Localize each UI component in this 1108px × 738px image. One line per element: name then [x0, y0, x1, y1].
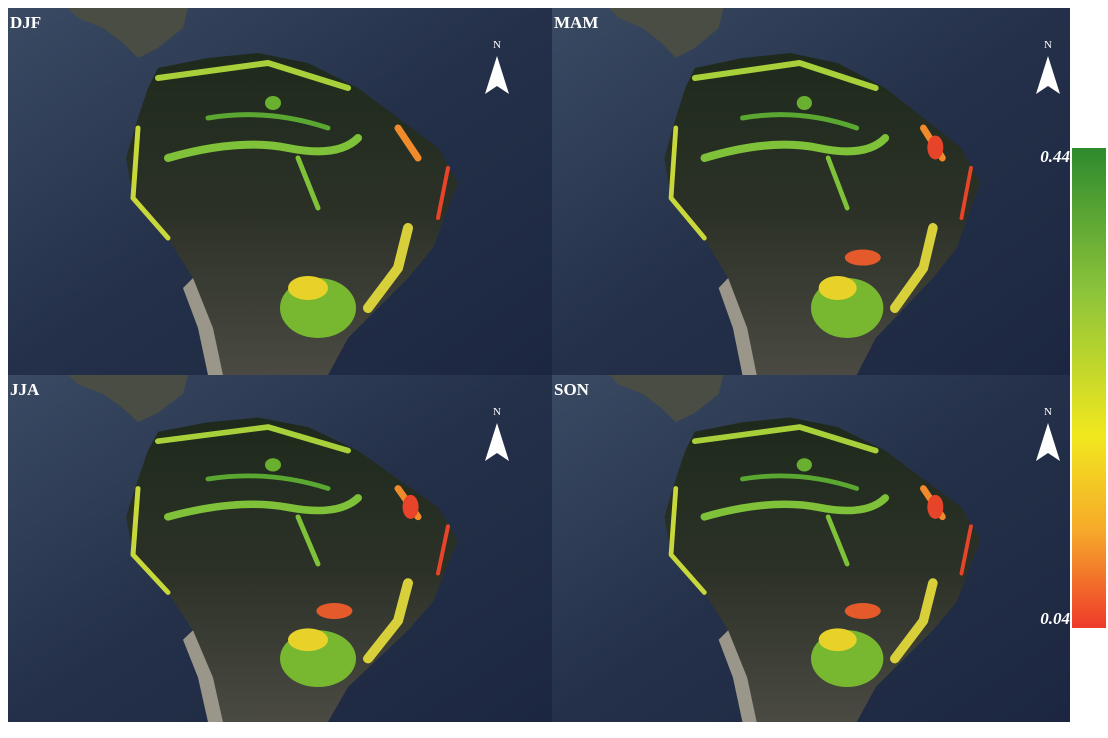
- hotspot: [845, 603, 881, 619]
- figure: DJF N MAM N JJA N SON N High 0.44 0.04 Low: [0, 0, 1108, 738]
- hotspot: [927, 135, 943, 159]
- hotspot: [316, 603, 352, 619]
- north-label: N: [493, 406, 501, 418]
- panel-label: MAM: [554, 13, 598, 32]
- map-panel: SON N: [552, 375, 1070, 722]
- hotspot: [845, 250, 881, 266]
- legend-min: 0.04: [1040, 609, 1070, 628]
- hotspot: [403, 495, 419, 519]
- map-panel: MAM N: [552, 8, 1070, 375]
- panel-label: DJF: [10, 13, 41, 32]
- map-image: [552, 375, 1070, 722]
- page: {"panels": [ {"label": "DJF", "north": "…: [0, 0, 1108, 738]
- legend-high: High: [1069, 127, 1106, 146]
- map-panel: DJF N: [8, 8, 552, 375]
- panels: DJF N MAM N JJA N SON N: [8, 8, 1070, 722]
- north-label: N: [1044, 39, 1052, 51]
- color-bar: [1072, 148, 1106, 628]
- panel-label: JJA: [10, 380, 40, 399]
- map-image: [8, 8, 552, 375]
- map-panel: JJA N: [8, 375, 552, 722]
- map-image: [552, 8, 1070, 375]
- hotspot: [927, 495, 943, 519]
- panel-label: SON: [554, 380, 590, 399]
- legend-max: 0.44: [1040, 147, 1070, 166]
- north-label: N: [493, 39, 501, 51]
- map-image: [8, 375, 552, 722]
- legend-low: Low: [1075, 626, 1107, 645]
- north-label: N: [1044, 406, 1052, 418]
